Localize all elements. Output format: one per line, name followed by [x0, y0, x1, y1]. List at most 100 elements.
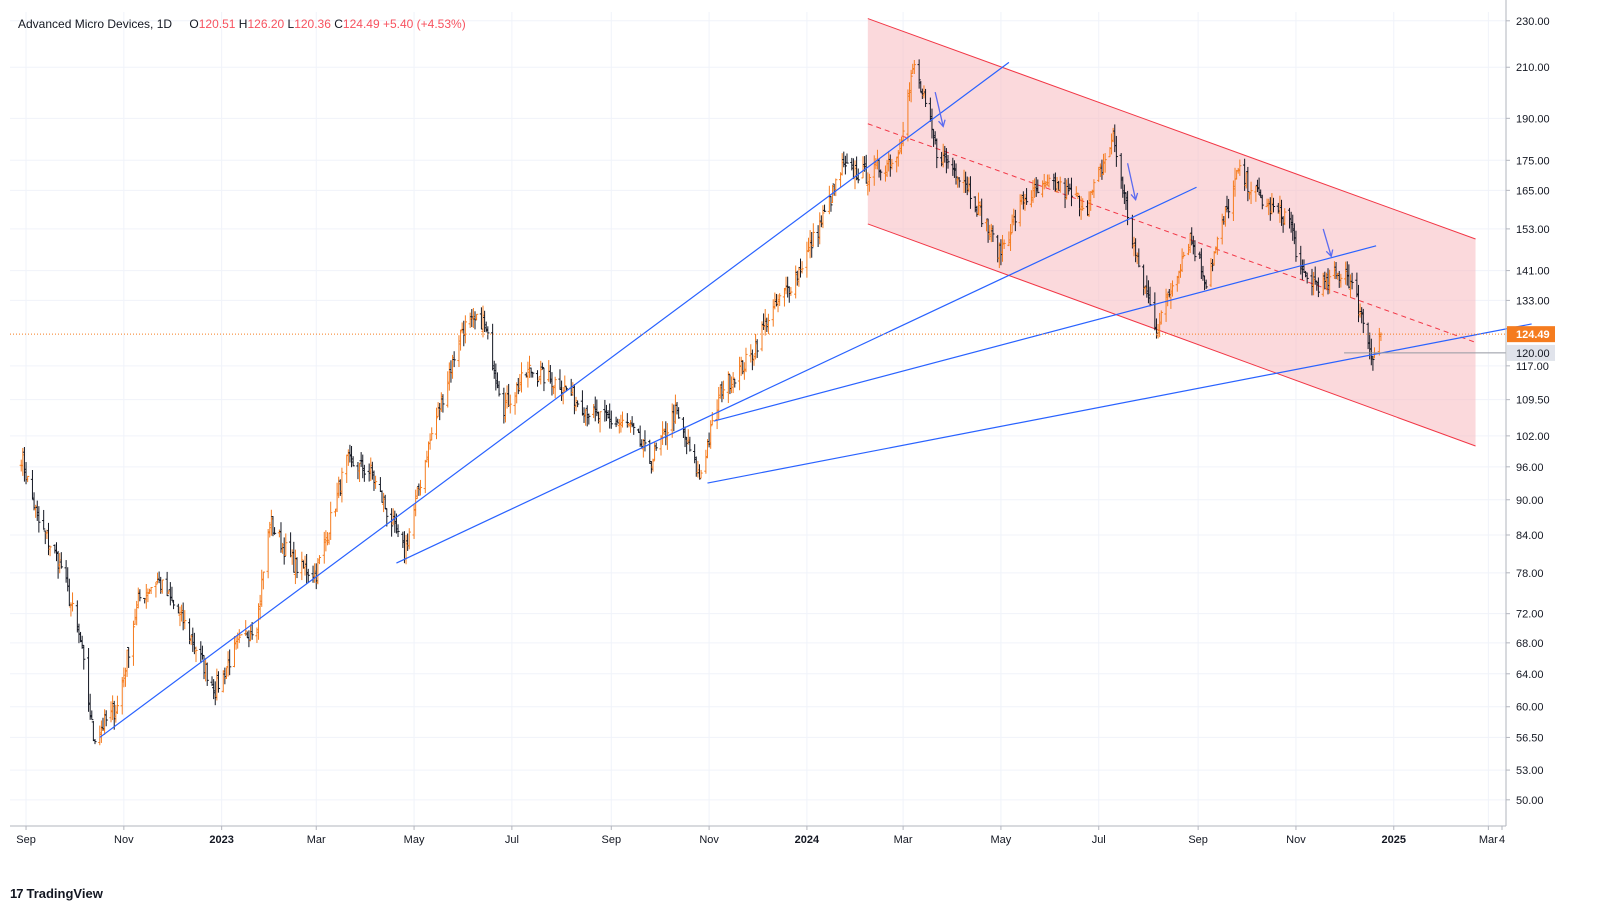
x-tick-label: Mar: [894, 834, 913, 846]
y-tick-label: 60.00: [1516, 702, 1544, 714]
y-tick-label: 230.00: [1516, 16, 1550, 28]
last-price-label: 124.49: [1516, 329, 1550, 341]
ohlc-bar: [1002, 239, 1006, 249]
ohlc-bar: [539, 360, 543, 385]
y-tick-label: 190.00: [1516, 113, 1550, 125]
ohlc-bar: [542, 367, 546, 392]
x-tick-label: 4: [1499, 834, 1505, 846]
close-label: C: [334, 17, 343, 31]
ohlc-bar: [1058, 176, 1062, 193]
trendline: [99, 61, 1010, 738]
ohlc-bar: [1215, 236, 1219, 255]
ohlc-bar: [149, 587, 153, 594]
ohlc-bar: [373, 475, 378, 489]
symbol-title: Advanced Micro Devices, 1D: [18, 17, 173, 31]
ohlc-bar: [93, 738, 97, 745]
low-value: 120.36: [294, 17, 331, 31]
ohlc-bar: [1047, 174, 1051, 188]
ohlc-bar: [540, 362, 544, 370]
y-tick-label: 64.00: [1516, 669, 1544, 681]
ohlc-bar: [423, 459, 427, 494]
ohlc-bar: [329, 501, 333, 540]
ohlc-bar: [733, 378, 737, 388]
ohlc-bar: [282, 537, 286, 565]
ohlc-bar: [1170, 280, 1175, 297]
ohlc-bar: [968, 176, 973, 209]
y-tick-label: 56.50: [1516, 732, 1544, 744]
ohlc-bar: [1350, 272, 1354, 290]
y-tick-label: 50.00: [1516, 795, 1544, 807]
ohlc-bar: [1249, 181, 1253, 204]
ohlc-bar: [726, 371, 730, 404]
x-tick-label: Sep: [16, 834, 36, 846]
level-tag-bg: [1507, 344, 1555, 361]
ohlc-bar: [452, 351, 456, 368]
y-tick-label: 84.00: [1516, 530, 1544, 542]
ohlc-bar: [127, 646, 131, 668]
ohlc-bar: [165, 571, 169, 597]
ohlc-bar: [625, 413, 629, 428]
ohlc-bar: [598, 411, 602, 433]
ohlc-bar: [90, 710, 94, 721]
y-tick-label: 117.00: [1516, 361, 1549, 373]
trendline: [713, 245, 1377, 422]
ohlc-bar: [909, 69, 913, 103]
ohlc-bar: [216, 671, 221, 693]
ohlc-bar: [104, 710, 108, 727]
x-tick-label: Mar: [307, 834, 326, 846]
x-tick-label: Mar: [1479, 834, 1498, 846]
x-tick-label: 2025: [1382, 834, 1406, 846]
y-tick-label: 96.00: [1516, 462, 1544, 474]
ohlc-bar: [821, 205, 825, 229]
ohlc-bar: [1008, 224, 1013, 251]
ohlc-bar: [1260, 194, 1264, 210]
ohlc-bar: [778, 293, 782, 307]
ohlc-bar: [697, 464, 702, 480]
change-value: +5.40 (+4.53%): [382, 17, 466, 31]
ohlc-bar: [91, 720, 95, 742]
ohlc-bar: [1092, 179, 1096, 199]
ohlc-bar: [688, 436, 692, 452]
trendline: [396, 186, 1197, 564]
ohlc-bar: [115, 695, 120, 715]
ohlc-bar: [731, 372, 735, 394]
ohlc-bar: [205, 662, 209, 686]
ohlc-bar: [699, 469, 703, 479]
y-tick-label: 78.00: [1516, 568, 1544, 580]
ohlc-bar: [154, 582, 158, 598]
ohlc-bar: [643, 430, 647, 452]
y-tick-label: 53.00: [1516, 765, 1544, 777]
y-tick-label: 68.00: [1516, 638, 1544, 650]
ohlc-bar: [194, 646, 198, 663]
ohlc-bar: [362, 464, 366, 482]
ohlc-bar: [677, 407, 681, 419]
ohlc-bar: [516, 377, 520, 395]
ohlc-bar: [587, 413, 591, 425]
ohlc-bar: [834, 178, 838, 197]
ohlc-bar: [721, 380, 726, 400]
ohlc-bar: [418, 479, 423, 496]
arrow-annotation: [934, 91, 946, 128]
tradingview-logo[interactable]: 17 TradingView: [10, 886, 103, 901]
ohlc-bar: [160, 579, 164, 594]
ohlc-bar: [879, 169, 883, 181]
ohlc-bar: [843, 155, 847, 175]
ohlc-bar: [923, 88, 928, 107]
ohlc-bar: [527, 355, 532, 378]
ohlc-bar: [632, 422, 636, 435]
ohlc-bar: [519, 362, 524, 393]
ohlc-bar: [946, 154, 950, 169]
ohlc-bar: [1013, 209, 1017, 232]
ohlc-bar: [654, 442, 658, 451]
tradingview-logo-icon: 17: [10, 886, 24, 901]
trendlines: [10, 61, 1532, 738]
arrow-head: [938, 119, 946, 128]
channel-lower-line: [867, 223, 1476, 447]
ohlc-bar: [474, 313, 479, 321]
annotation-arrows: [934, 91, 1334, 258]
ohlc-legend: Advanced Micro Devices, 1D O120.51 H126.…: [18, 17, 466, 31]
arrow-annotation: [1126, 163, 1139, 202]
regression-channel: [867, 18, 1476, 447]
